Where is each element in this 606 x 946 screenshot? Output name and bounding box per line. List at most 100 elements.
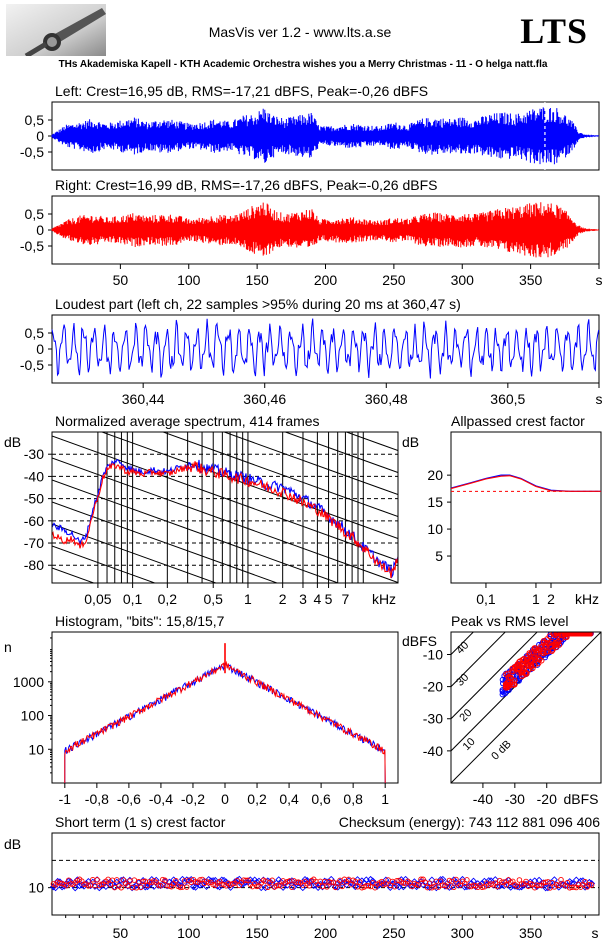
spectrum-xtick-label: 5 [325,591,333,607]
allpass-ytick-label: 15 [427,494,443,510]
shortcrest-point-left [192,883,200,891]
brand-logo: LTS [520,11,588,51]
histogram-xtick-label: 1 [381,791,389,807]
shortcrest-point-left [393,881,401,889]
shortcrest-point-left [351,883,359,891]
spectrum-xtick-label: 4 [313,591,321,607]
left_wave-ytick-label: 0,5 [25,112,45,128]
shortcrest-point-right [177,884,184,891]
spectrum-slope-line [52,479,340,583]
shortcrest-point-right [157,882,164,889]
spectrum-xtick-label: 7 [342,591,350,607]
shortcrest-point-left [161,877,169,885]
shortcrest-point-left [410,878,418,886]
shortcrest-point-right [265,884,271,891]
peakrms-point-right [547,644,554,650]
right_wave-xtick-label: 150 [245,272,269,288]
spectrum-frame [51,431,399,584]
shortcrest-point-left [470,877,477,885]
peakrms-point-right [564,632,571,637]
shortcrest-point-right [332,884,339,891]
peakrms-point-right [584,632,591,637]
allpass-xtick-label: kHz [575,591,599,607]
left_wave-ytick-label: 0 [36,128,44,144]
spectrum-ytick-label: -70 [24,535,44,551]
spectrum-slope-line [52,260,398,385]
shortcrest-point-right [499,879,505,885]
shortcrest-point-left [222,878,230,886]
shortcrest-point-left [144,883,151,891]
shortcrest-xtick-label: 350 [519,925,543,941]
shortcrest-point-left [279,883,287,891]
right_wave-xtick-label: 200 [314,272,338,288]
shortcrest-point-left [211,876,219,884]
peakrms-point-right [540,648,547,655]
shortcrest-point-left [413,883,421,891]
peakrms-point-right [570,632,577,637]
histogram-ytick-label: 10 [28,741,44,757]
shortcrest-point-right [426,880,433,886]
shortcrest-point-right [479,884,485,891]
spectrum-slope-line [52,567,96,583]
peakrms-point-right [538,657,545,664]
shortcrest-point-right [289,884,295,890]
spectrum-xtick-label: 3 [299,591,307,607]
shortcrest-xtick-label: 200 [314,925,338,941]
shortcrest-point-right [107,881,114,888]
loudest-waveform [51,318,600,379]
spectrum-slope-line [100,432,398,540]
shortcrest-point-left [334,883,342,891]
loudest-xtick-label: s [596,391,603,407]
peakrms-point-right [553,632,560,637]
shortcrest-point-right [278,883,284,889]
spectrum-xtick-label: 0,5 [203,591,223,607]
peakrms-point-right [553,644,559,651]
shortcrest-point-right [230,880,236,887]
right_wave-ytick-label: 0,5 [25,206,45,222]
peakrms-ytick-label: -10 [423,646,443,662]
shortcrest-point-left [450,876,458,884]
allpass-title: Allpassed crest factor [451,413,585,429]
spectrum-slope-line [52,501,279,583]
spectrum-slope-line [52,523,218,583]
peakrms-point-right [532,657,538,663]
spectrum-ytick-label: -30 [24,446,44,462]
spectrum-ylabel: dB [4,434,21,450]
peakrms-point-right [516,669,522,676]
allpass-xtick-label: 0,1 [476,591,496,607]
peakrms-ytick-label: -40 [423,743,443,759]
shortcrest-point-right [464,877,470,883]
histogram-xtick-label: -0,8 [85,791,109,807]
right_wave-xtick-label: 350 [519,272,543,288]
shortcrest-point-right [413,881,420,888]
peakrms-point-left [500,689,507,696]
shortcrest-point-right [435,884,442,890]
shortcrest-point-right [451,884,457,891]
shortcrest-point-right [63,882,70,889]
shortcrest-point-left [535,876,543,884]
shortcrest-point-right [245,877,251,884]
loudest-xtick-label: 360,44 [122,391,165,407]
peakrms-frame [450,631,602,784]
allpass-ytick-label: 20 [427,467,443,483]
spectrum-xtick-label: 0,1 [123,591,143,607]
shortcrest-point-right [192,879,199,885]
shortcrest-point-right [536,882,542,889]
loudest-ytick-label: -0,5 [20,357,44,373]
shortcrest-point-left [80,882,88,890]
shortcrest-point-right [324,884,330,890]
allpass-xtick-label: 1 [532,591,540,607]
shortcrest-point-right [416,882,422,888]
shortcrest-point-right [356,879,363,885]
spectrum-xtick-label: 0,2 [158,591,178,607]
peakrms-point-right [555,638,562,645]
histogram-xtick-label: 0,2 [247,791,267,807]
shortcrest-point-right [173,877,179,884]
spectrum-xtick-label: 1 [244,591,252,607]
spectrum-ytick-label: -50 [24,491,44,507]
track-title: THs Akademiska Kapell - KTH Academic Orc… [58,59,548,70]
histogram-ylabel: n [4,639,12,655]
spectrum-xtick-label: 0,05 [84,591,111,607]
histogram-ytick-label: 1000 [13,674,44,690]
